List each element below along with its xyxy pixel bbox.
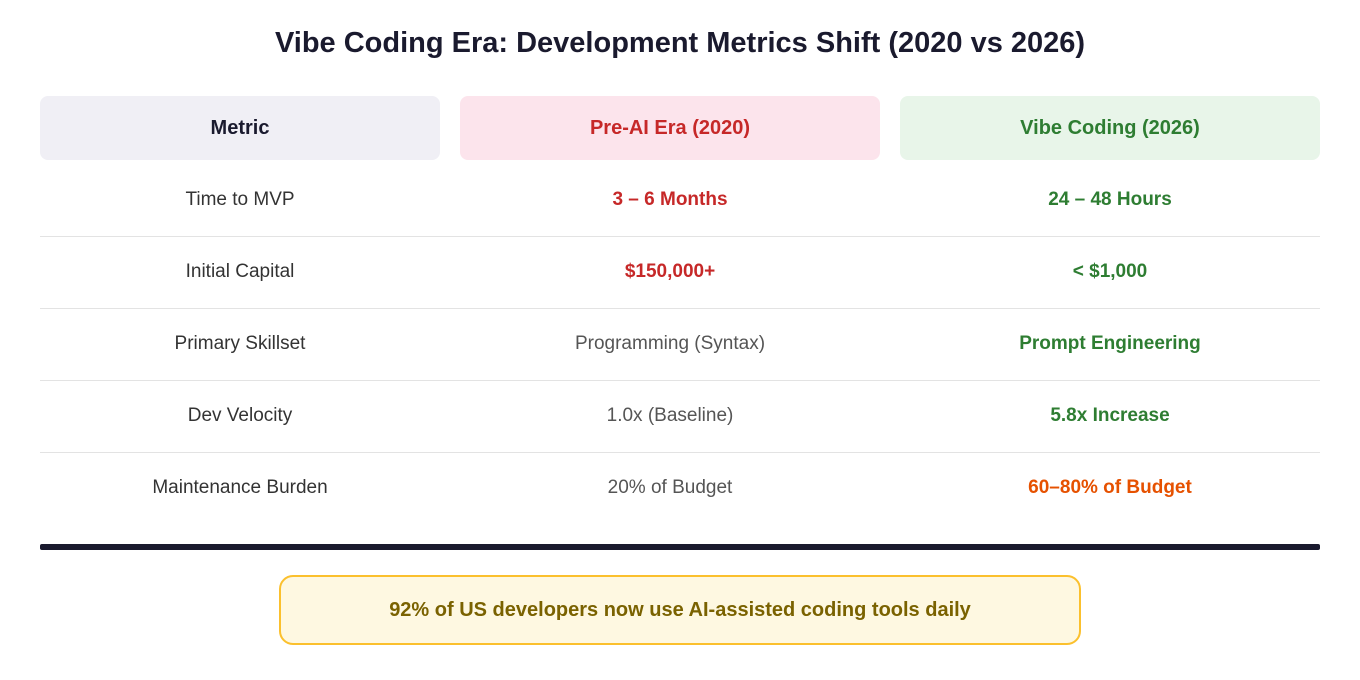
vibe-cell: Prompt Engineering <box>1019 333 1201 354</box>
header-vibe-coding: Vibe Coding (2026) <box>900 96 1320 160</box>
header-metric: Metric <box>40 96 440 160</box>
metric-cell: Dev Velocity <box>187 405 293 426</box>
callout-box: 92% of US developers now use AI-assisted… <box>279 575 1081 645</box>
pre-ai-cell: 20% of Budget <box>607 477 733 498</box>
callout-text: 92% of US developers now use AI-assisted… <box>389 598 971 621</box>
vibe-cell: 24 – 48 Hours <box>1048 189 1172 210</box>
metric-cell: Time to MVP <box>185 189 295 210</box>
table-row: Time to MVP 3 – 6 Months 24 – 48 Hours <box>40 164 1320 237</box>
header-pre-ai: Pre-AI Era (2020) <box>460 96 880 160</box>
pre-ai-cell: 3 – 6 Months <box>612 189 728 210</box>
pre-ai-cell: Programming (Syntax) <box>574 333 766 354</box>
table-row: Maintenance Burden 20% of Budget 60–80% … <box>40 452 1320 524</box>
pre-ai-cell: 1.0x (Baseline) <box>606 405 734 426</box>
divider <box>40 544 1320 550</box>
pre-ai-cell: $150,000+ <box>624 261 716 282</box>
page-title: Vibe Coding Era: Development Metrics Shi… <box>274 27 1086 59</box>
metric-cell: Primary Skillset <box>174 333 306 354</box>
vibe-cell: 5.8x Increase <box>1050 405 1170 426</box>
table-row: Dev Velocity 1.0x (Baseline) 5.8x Increa… <box>40 380 1320 453</box>
table-row: Primary Skillset Programming (Syntax) Pr… <box>40 308 1320 381</box>
vibe-cell: 60–80% of Budget <box>1028 477 1192 498</box>
table-row: Initial Capital $150,000+ < $1,000 <box>40 236 1320 309</box>
metric-cell: Maintenance Burden <box>152 477 328 498</box>
metric-cell: Initial Capital <box>185 261 295 282</box>
vibe-cell: < $1,000 <box>1072 261 1148 282</box>
